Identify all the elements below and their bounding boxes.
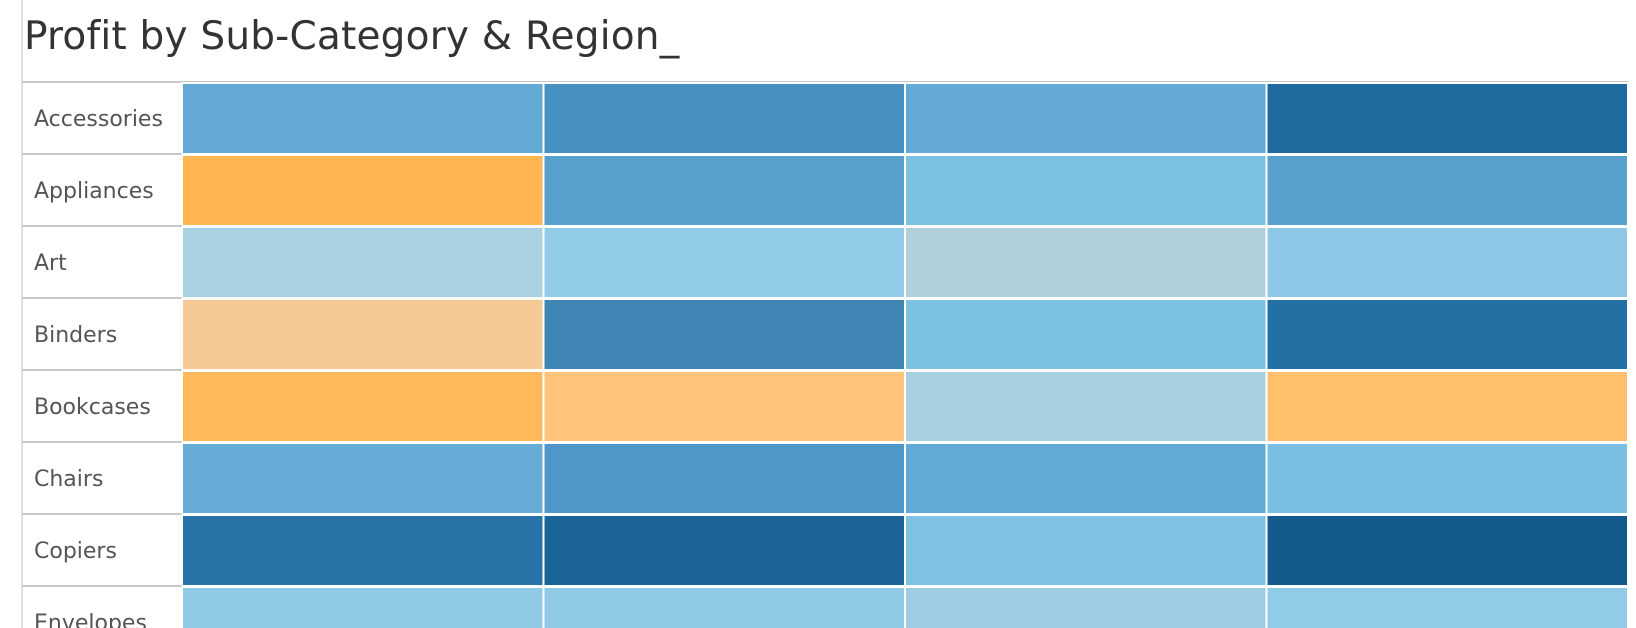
heatmap-cell[interactable] bbox=[1265, 442, 1629, 515]
chart-title: Profit by Sub-Category & Region_ bbox=[24, 14, 680, 59]
heatmap-cell[interactable] bbox=[542, 226, 906, 299]
heatmap-cell[interactable] bbox=[542, 514, 906, 587]
heatmap-cell[interactable] bbox=[181, 514, 545, 587]
heatmap-cell[interactable] bbox=[181, 154, 545, 227]
heatmap-cell[interactable] bbox=[181, 298, 545, 371]
heatmap-cell[interactable] bbox=[1265, 514, 1629, 587]
heatmap-cell[interactable] bbox=[904, 82, 1268, 155]
heatmap-cell[interactable] bbox=[542, 442, 906, 515]
heatmap-cell[interactable] bbox=[542, 370, 906, 443]
row-label: Accessories bbox=[34, 107, 163, 132]
heatmap-cell[interactable] bbox=[904, 154, 1268, 227]
row-label: Appliances bbox=[34, 179, 154, 204]
heatmap-cell[interactable] bbox=[1265, 226, 1629, 299]
heatmap-cell[interactable] bbox=[181, 226, 545, 299]
row-label: Art bbox=[34, 251, 67, 276]
heatmap-cell[interactable] bbox=[542, 154, 906, 227]
heatmap-cell[interactable] bbox=[1265, 154, 1629, 227]
row-label: Envelopes bbox=[34, 611, 147, 628]
heatmap-cell[interactable] bbox=[1265, 370, 1629, 443]
heatmap-cell[interactable] bbox=[1265, 298, 1629, 371]
row-label: Binders bbox=[34, 323, 117, 348]
heatmap-cell[interactable] bbox=[904, 442, 1268, 515]
heatmap-cell[interactable] bbox=[181, 442, 545, 515]
heatmap-cell[interactable] bbox=[181, 586, 545, 628]
heatmap-cell[interactable] bbox=[904, 514, 1268, 587]
row-label: Copiers bbox=[34, 539, 117, 564]
row-label: Chairs bbox=[34, 467, 103, 492]
heatmap-cell[interactable] bbox=[904, 586, 1268, 628]
heatmap-cell[interactable] bbox=[1265, 82, 1629, 155]
heatmap-cell[interactable] bbox=[904, 370, 1268, 443]
left-border bbox=[21, 0, 23, 628]
heatmap-cell[interactable] bbox=[181, 370, 545, 443]
row-label: Bookcases bbox=[34, 395, 151, 420]
heatmap-cell[interactable] bbox=[542, 298, 906, 371]
heatmap-cell[interactable] bbox=[181, 82, 545, 155]
heatmap-cell[interactable] bbox=[904, 226, 1268, 299]
heatmap-cell[interactable] bbox=[1265, 586, 1629, 628]
heatmap-cell[interactable] bbox=[542, 586, 906, 628]
heatmap-cell[interactable] bbox=[904, 298, 1268, 371]
heatmap-cell[interactable] bbox=[542, 82, 906, 155]
